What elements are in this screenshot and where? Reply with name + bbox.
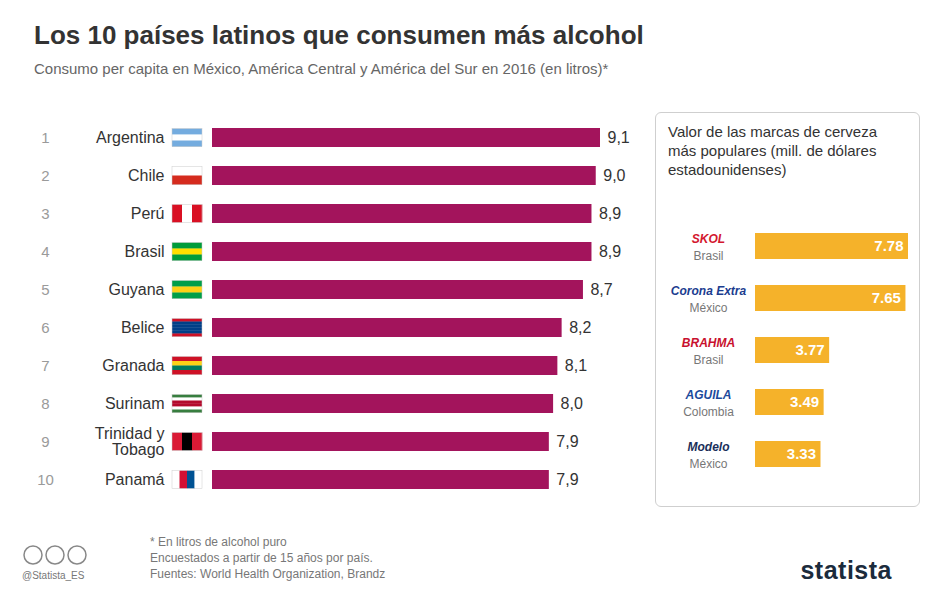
html-text:Encuestados a partir de 15 año: Encuestados a partir de 15 años por país… (150, 551, 373, 565)
svg-text:México: México (689, 457, 727, 471)
html-text:* En litros de alcohol puro: * En litros de alcohol puro (150, 535, 287, 549)
svg-text:7.78: 7.78 (874, 237, 903, 254)
svg-text:9,1: 9,1 (608, 129, 630, 146)
html-text:Fuentes: World Health Organiza: Fuentes: World Health Organization, Bran… (150, 567, 386, 581)
svg-text:Brasil: Brasil (124, 243, 164, 260)
svg-text:Belice: Belice (121, 319, 165, 336)
svg-text:Perú: Perú (131, 205, 165, 222)
svg-text:Guyana: Guyana (108, 281, 164, 298)
svg-text:10: 10 (37, 471, 54, 488)
svg-text:Trinidad yTobago: Trinidad yTobago (95, 425, 165, 458)
svg-text:Granada: Granada (102, 357, 164, 374)
svg-text:Modelo: Modelo (688, 440, 730, 454)
svg-text:8,9: 8,9 (599, 205, 621, 222)
svg-text:Chile: Chile (128, 167, 165, 184)
svg-text:7: 7 (41, 357, 49, 374)
svg-text:8,2: 8,2 (569, 319, 591, 336)
svg-text:9: 9 (41, 433, 49, 450)
svg-text:3.77: 3.77 (795, 341, 824, 358)
html-text:Los 10 países latinos que cons: Los 10 países latinos que consumen más a… (34, 20, 644, 50)
svg-text:8: 8 (41, 395, 49, 412)
svg-text:SKOL: SKOL (692, 232, 725, 246)
svg-text:8,0: 8,0 (561, 395, 583, 412)
svg-text:8,1: 8,1 (565, 357, 587, 374)
svg-text:3.49: 3.49 (790, 393, 819, 410)
html-text:@Statista_ES: @Statista_ES (22, 570, 85, 581)
svg-text:Panamá: Panamá (105, 471, 165, 488)
svg-text:3.33: 3.33 (787, 445, 816, 462)
html-text:statista: statista (800, 556, 892, 584)
svg-text:8,7: 8,7 (590, 281, 612, 298)
svg-text:Colombia: Colombia (683, 405, 734, 419)
svg-text:1: 1 (41, 129, 49, 146)
svg-text:7,9: 7,9 (556, 471, 578, 488)
svg-text:6: 6 (41, 319, 49, 336)
svg-text:Brasil: Brasil (693, 353, 723, 367)
svg-text:4: 4 (41, 243, 49, 260)
svg-text:9,0: 9,0 (603, 167, 625, 184)
svg-text:México: México (689, 301, 727, 315)
svg-text:7,9: 7,9 (556, 433, 578, 450)
svg-text:7.65: 7.65 (872, 289, 901, 306)
svg-text:Corona Extra: Corona Extra (671, 284, 747, 298)
svg-text:Surinam: Surinam (105, 395, 165, 412)
svg-text:Argentina: Argentina (96, 129, 165, 146)
svg-text:8,9: 8,9 (599, 243, 621, 260)
svg-text:BRAHMA: BRAHMA (682, 336, 735, 350)
svg-text:Brasil: Brasil (693, 249, 723, 263)
svg-text:5: 5 (41, 281, 49, 298)
svg-text:2: 2 (41, 167, 49, 184)
html-text:Consumo per capita en México,: Consumo per capita en México, América Ce… (34, 60, 609, 77)
svg-text:3: 3 (41, 205, 49, 222)
html-text:Valor de las marcas de cerveza: Valor de las marcas de cerveza más popul… (668, 123, 877, 178)
svg-text:AGUILA: AGUILA (685, 388, 732, 402)
